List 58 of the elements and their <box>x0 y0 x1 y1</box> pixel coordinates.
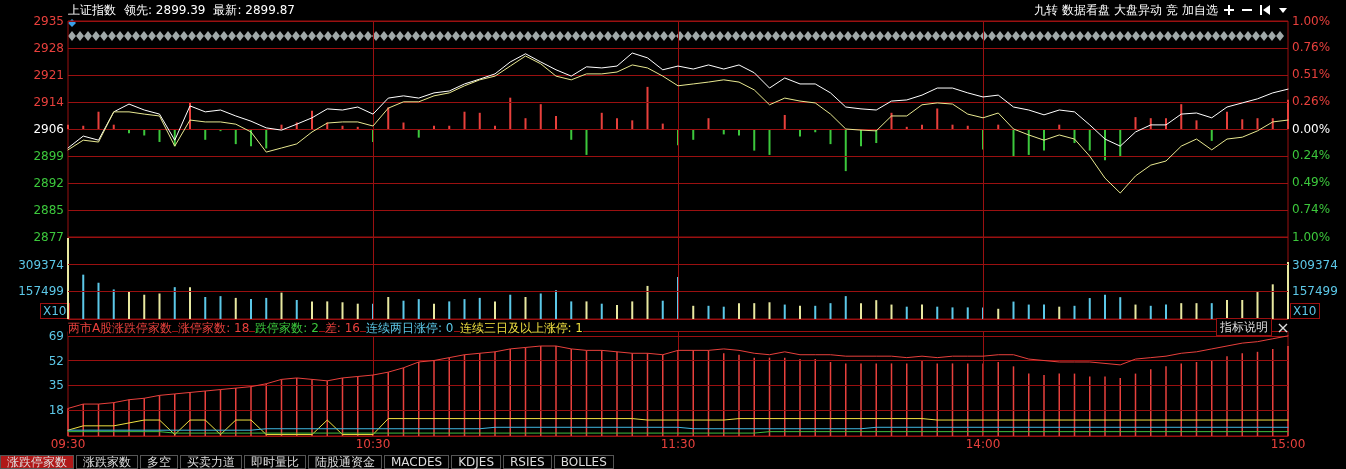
x-tick-label: 10:30 <box>355 437 391 451</box>
annotation: 涨停家数: 18 <box>178 320 250 336</box>
y-tick-label: 2877 <box>33 230 64 244</box>
text: RSIES <box>503 455 552 469</box>
text: 竞 <box>1166 3 1178 17</box>
y-tick-label: 2935 <box>33 14 64 28</box>
y2-tick-label: 157499 <box>1292 284 1338 299</box>
text: 多空 <box>140 455 178 469</box>
y2-tick-label: 0.00% <box>1292 122 1331 136</box>
y-tick-label: 2921 <box>33 68 64 82</box>
y-tick-label: 2885 <box>33 203 64 217</box>
text: 上证指数 <box>68 3 116 17</box>
text: 买卖力道 <box>180 455 242 469</box>
text: 涨跌家数 <box>76 455 138 469</box>
y-tick-label: 2906 <box>33 122 64 136</box>
y2-tick-label: 0.74% <box>1292 201 1331 216</box>
y2-tick-label: 0.24% <box>1292 147 1331 162</box>
x-tick-label: 11:30 <box>660 437 696 451</box>
x-tick-label: 14:00 <box>965 437 1001 451</box>
y2-tick-label: 0.51% <box>1292 66 1331 81</box>
text: 即时量比 <box>244 455 306 469</box>
annotation: 连续三日及以上涨停: 1 <box>459 320 583 336</box>
text: BOLLES <box>553 455 614 469</box>
y-tick-label: 35 <box>48 378 64 393</box>
y2-tick-label: 1.00% <box>1292 14 1331 28</box>
text: 大盘异动 <box>1114 3 1162 17</box>
text: MACDES <box>384 455 450 469</box>
text: 领先: 2899.39 <box>124 3 206 17</box>
y-tick-label: 2928 <box>33 41 64 55</box>
y-tick-label: 18 <box>48 402 64 417</box>
y2-tick-label: 309374 <box>1292 257 1338 272</box>
text: 陆股通资金 <box>308 455 382 469</box>
annotation: 指标说明 <box>1220 320 1268 334</box>
y-tick-label: 2899 <box>33 149 64 163</box>
y-tick-label: 2914 <box>33 95 64 109</box>
text: 数据看盘 <box>1062 3 1110 17</box>
y2-tick-label: 0.76% <box>1292 39 1331 54</box>
y-tick-label: 2892 <box>33 176 64 190</box>
y-tick-label: 157499 <box>18 284 64 299</box>
text: X10 <box>43 304 67 318</box>
y2-tick-label: 0.49% <box>1292 174 1331 189</box>
text: 涨跌停家数 <box>0 455 74 469</box>
x-tick-label: 09:30 <box>50 437 86 451</box>
text: 最新: 2899.87 <box>213 3 295 17</box>
annotation: 两市A股涨跌停家数 <box>68 320 173 336</box>
y-tick-label: 69 <box>48 328 64 343</box>
annotation: 跌停家数: 2 <box>255 320 319 336</box>
annotation: 连续两日涨停: 0 <box>366 320 454 336</box>
y2-tick-label: 0.26% <box>1292 93 1331 108</box>
y-tick-label: 52 <box>48 353 64 368</box>
annotation: 差: 16 <box>324 320 360 336</box>
y2-tick-label: 1.00% <box>1292 230 1331 244</box>
text: 加自选 <box>1182 3 1218 17</box>
text: 九转 <box>1034 3 1058 17</box>
x-tick-label: 15:00 <box>1270 437 1306 451</box>
text: X10 <box>1293 304 1317 318</box>
y-tick-label: 309374 <box>18 257 64 272</box>
text: KDJES <box>451 455 502 469</box>
